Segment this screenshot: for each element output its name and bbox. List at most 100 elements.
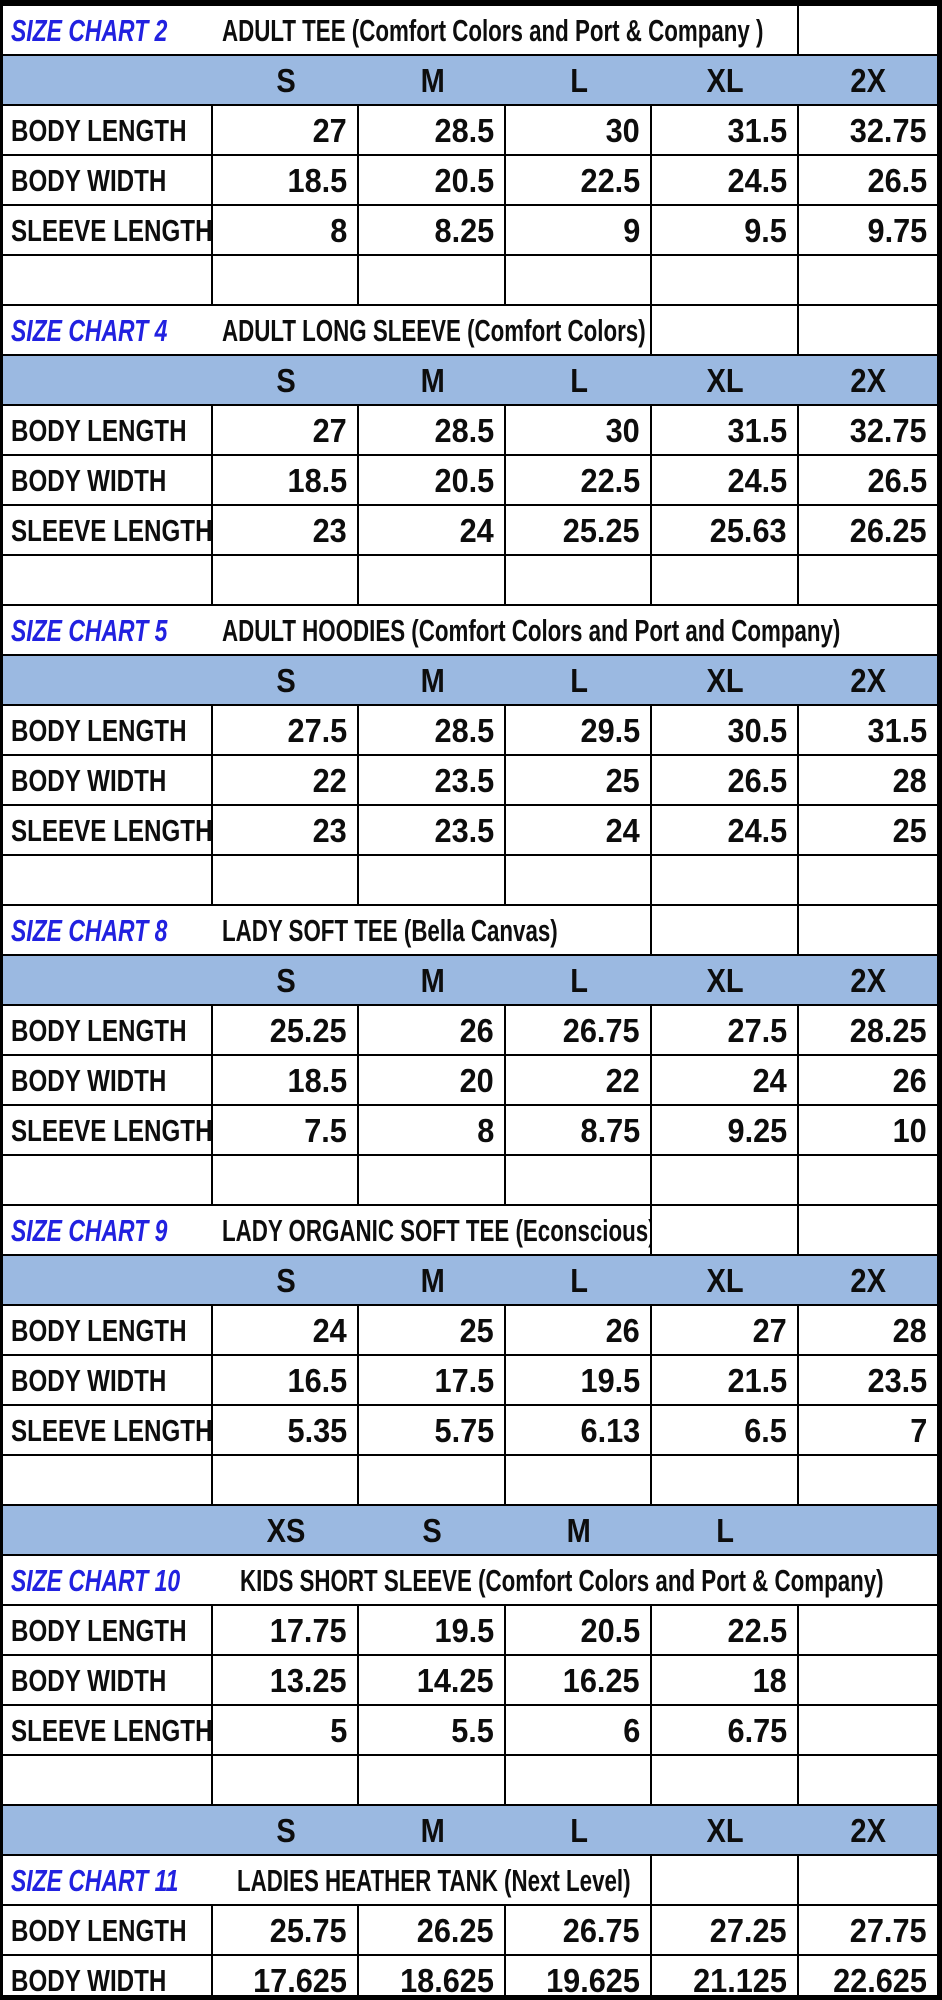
size-header-cell: XS: [213, 1506, 359, 1554]
measurement-value: 25: [892, 811, 927, 849]
measurement-value: 18.5: [287, 161, 347, 199]
chart-title-cell: SIZE CHART 10 KIDS SHORT SLEEVE (Comfort …: [3, 1556, 937, 1604]
size-header-cell: L: [506, 1256, 652, 1304]
measurement-value-cell: 10: [799, 1106, 937, 1154]
measurement-value-cell: 32.75: [799, 406, 937, 454]
measurement-label-cell: BODY LENGTH: [3, 1006, 213, 1054]
measurement-row: BODY WIDTH 18.5 20.5 22.5 24.5 26.5: [3, 456, 937, 506]
size-label: M: [566, 1511, 592, 1549]
size-label: M: [420, 1261, 445, 1299]
measurement-value-cell: 26: [359, 1006, 506, 1054]
spacer-cell: [506, 1756, 652, 1804]
measurement-value: 5.5: [451, 1711, 494, 1749]
measurement-value-cell: 26.5: [799, 156, 937, 204]
measurement-value-cell: 26.75: [506, 1906, 652, 1954]
title-empty-cell: [652, 1856, 799, 1904]
measurement-value: 16.5: [287, 1361, 347, 1399]
measurement-value: 26.75: [563, 1011, 640, 1049]
spacer-cell: [213, 856, 359, 904]
measurement-value-cell: 6.13: [506, 1406, 652, 1454]
measurement-value-cell: 29.5: [506, 706, 652, 754]
measurement-value: 24.5: [727, 161, 787, 199]
size-label: 2X: [850, 61, 886, 99]
chart-title-row: SIZE CHART 11 LADIES HEATHER TANK (Next L…: [3, 1856, 937, 1906]
measurement-row: BODY LENGTH 25.25 26 26.75 27.5 28.25: [3, 1006, 937, 1056]
measurement-value-cell: 28.5: [359, 706, 506, 754]
spacer-row: [3, 1156, 937, 1206]
measurement-value-cell: 31.5: [652, 406, 799, 454]
measurement-label-cell: SLEEVE LENGTH: [3, 806, 213, 854]
measurement-row: BODY LENGTH 27.5 28.5 29.5 30.5 31.5: [3, 706, 937, 756]
spacer-cell: [652, 556, 799, 604]
size-header-cell: L: [506, 656, 652, 704]
measurement-value: 26.75: [563, 1911, 640, 1949]
measurement-value-cell: 9: [506, 206, 652, 254]
spacer-cell: [799, 856, 937, 904]
spacer-cell: [652, 856, 799, 904]
size-label: 2X: [850, 1811, 886, 1849]
measurement-value-cell: 31.5: [652, 106, 799, 154]
measurement-label: SLEEVE LENGTH: [11, 1712, 213, 1748]
measurement-label-cell: SLEEVE LENGTH: [3, 1106, 213, 1154]
measurement-label: BODY WIDTH: [11, 1362, 167, 1398]
measurement-value: 24: [605, 811, 640, 849]
size-header-cell: S: [213, 1806, 359, 1854]
title-empty-cell: [799, 1856, 937, 1904]
measurement-label-cell: BODY WIDTH: [3, 1656, 213, 1704]
measurement-row: BODY WIDTH 22 23.5 25 26.5 28: [3, 756, 937, 806]
size-header-row: S M L XL 2X: [3, 1806, 937, 1856]
size-label: S: [276, 961, 296, 999]
size-header-corner-cell: [3, 956, 213, 1004]
measurement-value-cell: [799, 1656, 937, 1704]
spacer-cell: [213, 1756, 359, 1804]
measurement-value-cell: 32.75: [799, 106, 937, 154]
measurement-value: 14.25: [417, 1661, 494, 1699]
measurement-value: 30: [605, 411, 640, 449]
measurement-value: 18: [752, 1661, 787, 1699]
size-header-cell: M: [359, 1256, 506, 1304]
measurement-value: 13.25: [270, 1661, 347, 1699]
size-label: L: [570, 1261, 588, 1299]
measurement-value: 19.625: [546, 1961, 640, 1999]
measurement-value-cell: 18.5: [213, 156, 359, 204]
size-header-cell: XL: [652, 956, 799, 1004]
chart-number-label: SIZE CHART 2: [11, 12, 168, 48]
measurement-value: 6: [622, 1711, 640, 1749]
measurement-label-cell: BODY LENGTH: [3, 1606, 213, 1654]
measurement-value-cell: 14.25: [359, 1656, 506, 1704]
spacer-cell: [652, 256, 799, 304]
measurement-value: 8: [476, 1111, 494, 1149]
measurement-value: 26.25: [417, 1911, 494, 1949]
spacer-cell: [3, 1756, 213, 1804]
measurement-value-cell: 28.5: [359, 106, 506, 154]
measurement-value-cell: 28.5: [359, 406, 506, 454]
measurement-value-cell: 17.5: [359, 1356, 506, 1404]
measurement-value: 10: [892, 1111, 927, 1149]
measurement-value: 9: [622, 211, 640, 249]
measurement-label-cell: BODY LENGTH: [3, 706, 213, 754]
spacer-cell: [652, 1756, 799, 1804]
measurement-value: 26.25: [850, 511, 927, 549]
measurement-value: 21.125: [693, 1961, 787, 1999]
sheet-bottom-border: [3, 1995, 937, 2000]
measurement-value-cell: 23: [213, 506, 359, 554]
size-label: S: [276, 1261, 296, 1299]
size-header-cell: M: [359, 356, 506, 404]
chart-title-text: ADULT LONG SLEEVE (Comfort Colors): [222, 312, 646, 348]
measurement-value: 20.5: [434, 461, 494, 499]
measurement-value-cell: 27.5: [213, 706, 359, 754]
size-label: M: [420, 361, 445, 399]
spacer-cell: [359, 1156, 506, 1204]
measurement-value: 23.5: [867, 1361, 927, 1399]
measurement-value-cell: 18.5: [213, 456, 359, 504]
measurement-value-cell: 25: [506, 756, 652, 804]
measurement-label-cell: SLEEVE LENGTH: [3, 506, 213, 554]
title-empty-cell: [652, 306, 799, 354]
measurement-value-cell: 24: [506, 806, 652, 854]
size-label: M: [420, 1811, 445, 1849]
chart-number-box: SIZE CHART 5: [11, 615, 222, 646]
measurement-value: 5.75: [434, 1411, 494, 1449]
measurement-value-cell: 8: [359, 1106, 506, 1154]
measurement-value: 7: [909, 1411, 927, 1449]
chart-title-row: SIZE CHART 5 ADULT HOODIES (Comfort Color…: [3, 606, 937, 656]
